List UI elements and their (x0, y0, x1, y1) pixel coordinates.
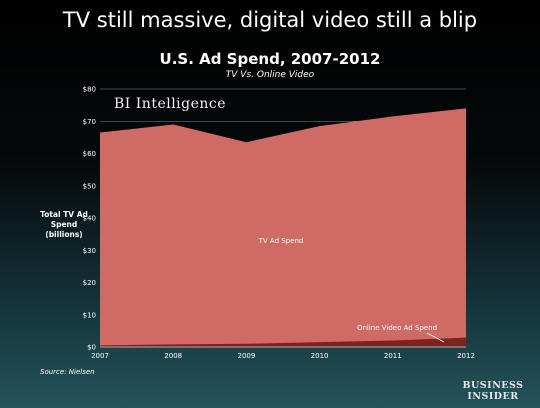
x-tick-label: 2008 (164, 352, 182, 360)
area-series-1 (100, 337, 466, 347)
y-tick-label: $80 (83, 86, 96, 94)
y-tick-label: $30 (83, 247, 96, 255)
x-tick-label: 2010 (311, 352, 329, 360)
series-label-leader (426, 332, 445, 343)
series-label-online-video: Online Video Ad Spend (357, 324, 437, 332)
y-tick-label: $70 (83, 118, 96, 126)
series-label-tv: TV Ad Spend (258, 237, 304, 245)
y-tick-label: $60 (83, 150, 96, 158)
y-axis-label: Total TV Ad Spend (billions) (40, 210, 88, 239)
x-tick-label: 2012 (457, 352, 475, 360)
logo-line-2: INSIDER (467, 391, 519, 402)
headline: TV still massive, digital video still a … (62, 8, 478, 32)
x-tick-label: 2011 (384, 352, 402, 360)
y-tick-label: $20 (83, 279, 96, 287)
chart-subtitle: TV Vs. Online Video (225, 70, 315, 80)
area-series-0 (100, 108, 466, 347)
x-tick-label: 2007 (91, 352, 109, 360)
y-tick-label: $0 (87, 344, 96, 352)
y-tick-label: $50 (83, 182, 96, 190)
y-tick-label: $40 (83, 215, 96, 223)
x-tick-label: 2009 (237, 352, 255, 360)
source-note: Source: Nielsen (40, 368, 95, 376)
chart-title: U.S. Ad Spend, 2007-2012 (159, 50, 381, 68)
business-insider-logo: BUSINESS INSIDER (458, 380, 528, 402)
logo-line-1: BUSINESS (462, 380, 524, 391)
y-tick-label: $10 (83, 311, 96, 319)
bi-intelligence-watermark: BI Intelligence (114, 96, 227, 112)
